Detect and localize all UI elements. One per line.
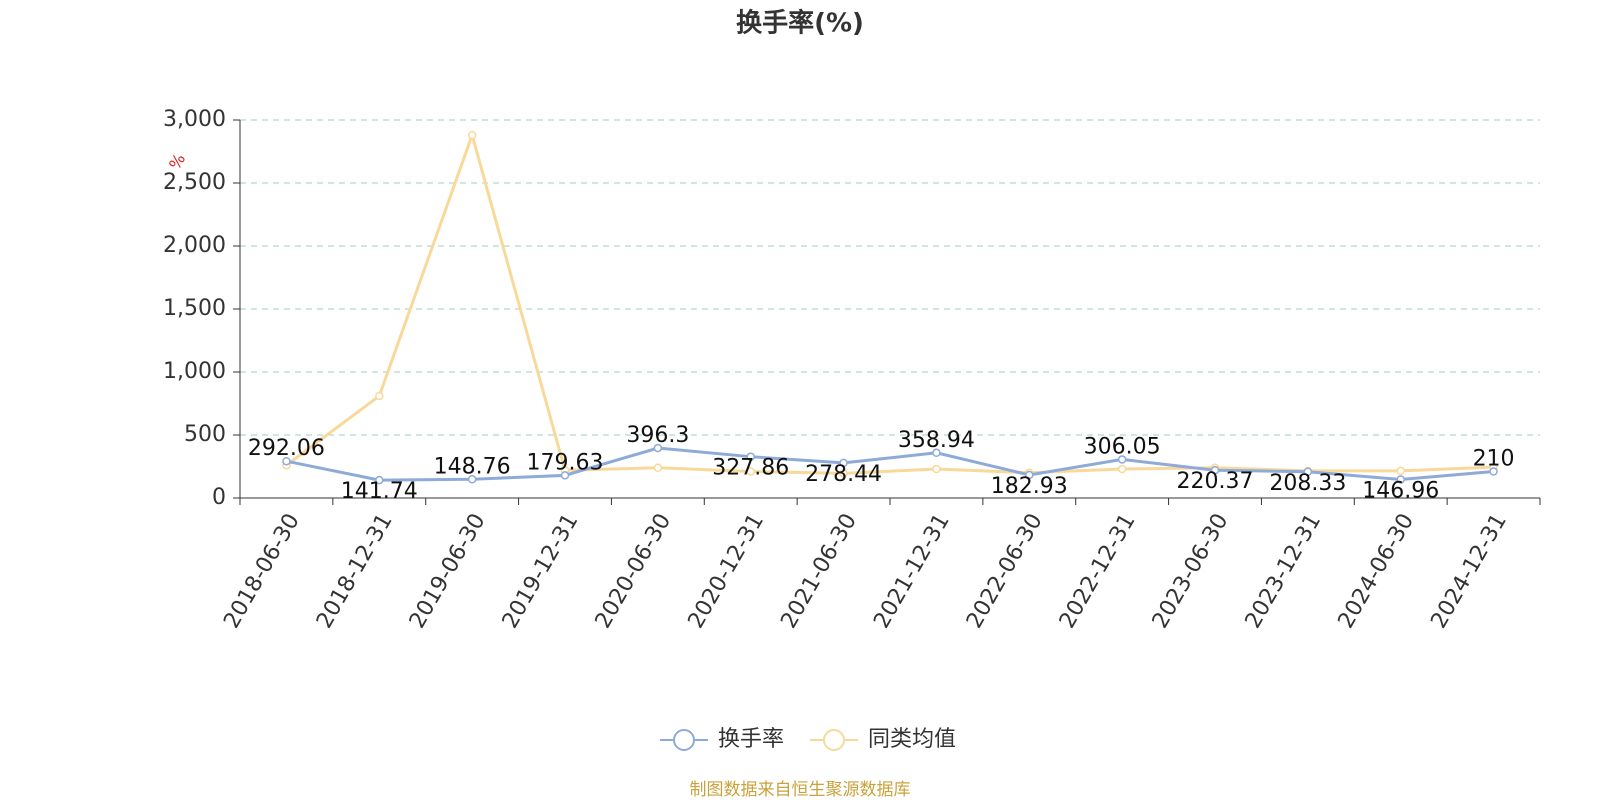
x-tick-label: 2020-06-30 bbox=[591, 510, 677, 633]
data-label: 179.63 bbox=[527, 450, 604, 475]
x-tick-label: 2023-12-31 bbox=[1241, 510, 1327, 633]
point bbox=[746, 467, 755, 476]
x-tick-label: 2019-12-31 bbox=[498, 510, 584, 633]
legend-label: 同类均值 bbox=[868, 727, 956, 752]
point bbox=[1210, 465, 1220, 475]
data-label: 358.94 bbox=[898, 428, 975, 453]
point bbox=[1117, 455, 1127, 464]
point bbox=[282, 456, 291, 466]
data-label: 306.05 bbox=[1084, 434, 1161, 459]
x-tick-label: 2024-06-30 bbox=[1334, 510, 1420, 633]
data-label: 210 bbox=[1473, 447, 1515, 472]
legend-label: 换手率 bbox=[718, 727, 784, 752]
y-tick-label: 2,000 bbox=[163, 233, 226, 258]
point bbox=[467, 475, 477, 484]
x-tick-label: 2023-06-30 bbox=[1148, 510, 1234, 633]
x-tick-label: 2022-12-31 bbox=[1055, 510, 1141, 633]
x-tick-label: 2018-06-30 bbox=[219, 510, 305, 633]
x-tick-label: 2021-06-30 bbox=[776, 510, 862, 633]
y-tick-label: 500 bbox=[184, 422, 226, 447]
point bbox=[653, 443, 663, 453]
point bbox=[467, 130, 477, 140]
x-tick-label: 2022-06-30 bbox=[962, 510, 1048, 633]
data-label: 278.44 bbox=[805, 462, 882, 487]
series-line bbox=[286, 446, 1494, 482]
point bbox=[1303, 467, 1313, 477]
chart-title: 换手率(%) bbox=[736, 8, 864, 39]
point bbox=[653, 463, 663, 473]
data-label: 141.74 bbox=[341, 479, 418, 504]
y-tick-label: 1,000 bbox=[163, 359, 226, 384]
data-label: 208.33 bbox=[1269, 471, 1346, 496]
legend-marker bbox=[673, 729, 695, 751]
series-line bbox=[285, 130, 1494, 475]
x-tick-label: 2020-12-31 bbox=[684, 510, 770, 633]
point bbox=[1489, 467, 1498, 476]
point bbox=[560, 471, 570, 480]
data-label: 327.86 bbox=[712, 456, 789, 481]
data-label: 396.3 bbox=[626, 423, 689, 448]
data-label: 220.37 bbox=[1177, 469, 1254, 494]
y-tick-label: 1,500 bbox=[163, 296, 226, 321]
y-tick-label: 2,500 bbox=[163, 170, 226, 195]
point bbox=[375, 475, 384, 485]
data-label: 146.96 bbox=[1362, 478, 1439, 503]
x-tick-label: 2021-12-31 bbox=[869, 510, 955, 633]
point bbox=[839, 469, 848, 478]
x-tick-label: 2018-12-31 bbox=[312, 510, 398, 633]
point bbox=[839, 458, 848, 468]
x-tick-label: 2024-12-31 bbox=[1426, 510, 1512, 633]
y-tick-label: 3,000 bbox=[163, 107, 226, 132]
point bbox=[1117, 464, 1127, 474]
x-tick-label: 2019-06-30 bbox=[405, 510, 491, 633]
data-label: 148.76 bbox=[434, 454, 511, 479]
point bbox=[932, 448, 941, 458]
data-label: 182.93 bbox=[991, 474, 1068, 499]
data-label: 292.06 bbox=[248, 436, 325, 461]
footer: 制图数据来自恒生聚源数据库 bbox=[690, 780, 911, 800]
y-tick-label: 0 bbox=[212, 485, 226, 510]
point bbox=[1396, 475, 1405, 484]
point bbox=[1396, 466, 1405, 476]
point bbox=[932, 464, 941, 474]
point bbox=[375, 391, 384, 401]
point bbox=[746, 452, 755, 461]
point bbox=[1025, 470, 1034, 480]
legend-marker bbox=[823, 729, 845, 751]
